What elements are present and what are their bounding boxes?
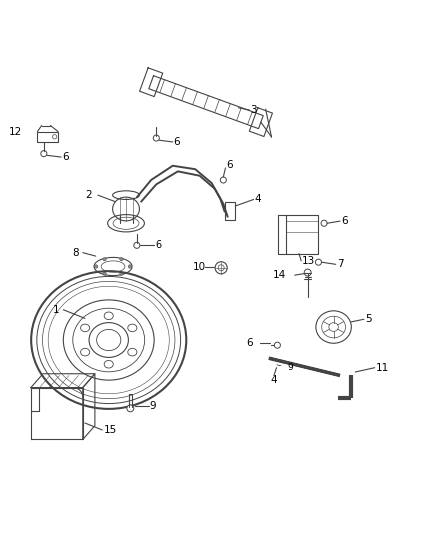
Text: 7: 7	[337, 260, 344, 269]
Text: 3: 3	[251, 105, 257, 115]
Text: 9: 9	[149, 401, 156, 411]
Text: 10: 10	[193, 262, 206, 272]
Text: 15: 15	[103, 425, 117, 435]
Circle shape	[120, 257, 123, 261]
Ellipse shape	[128, 324, 137, 332]
Text: 4: 4	[254, 195, 261, 205]
Circle shape	[304, 269, 311, 276]
Text: 6: 6	[226, 160, 233, 170]
Text: 8: 8	[72, 248, 78, 257]
Circle shape	[120, 272, 123, 276]
Text: 12: 12	[9, 127, 22, 138]
Bar	[37, 132, 58, 142]
Text: 11: 11	[375, 362, 389, 373]
Text: 4: 4	[270, 375, 277, 385]
Text: 13: 13	[302, 256, 315, 266]
Text: 9: 9	[287, 363, 293, 372]
Text: 14: 14	[273, 270, 286, 280]
Bar	[225, 203, 236, 220]
Ellipse shape	[104, 312, 113, 320]
Text: 6: 6	[155, 240, 161, 251]
Text: 6: 6	[341, 216, 348, 226]
Text: 6: 6	[173, 137, 180, 147]
Ellipse shape	[104, 360, 113, 368]
Text: 1: 1	[53, 305, 59, 315]
Text: 6: 6	[62, 152, 69, 162]
Circle shape	[103, 257, 106, 261]
Circle shape	[95, 265, 98, 268]
Text: 2: 2	[85, 190, 92, 200]
Ellipse shape	[81, 324, 90, 332]
Circle shape	[103, 272, 106, 276]
Text: 5: 5	[365, 314, 371, 324]
Circle shape	[127, 405, 134, 412]
Circle shape	[128, 265, 132, 268]
Ellipse shape	[128, 349, 137, 356]
Text: 6: 6	[246, 338, 253, 349]
Ellipse shape	[81, 349, 90, 356]
